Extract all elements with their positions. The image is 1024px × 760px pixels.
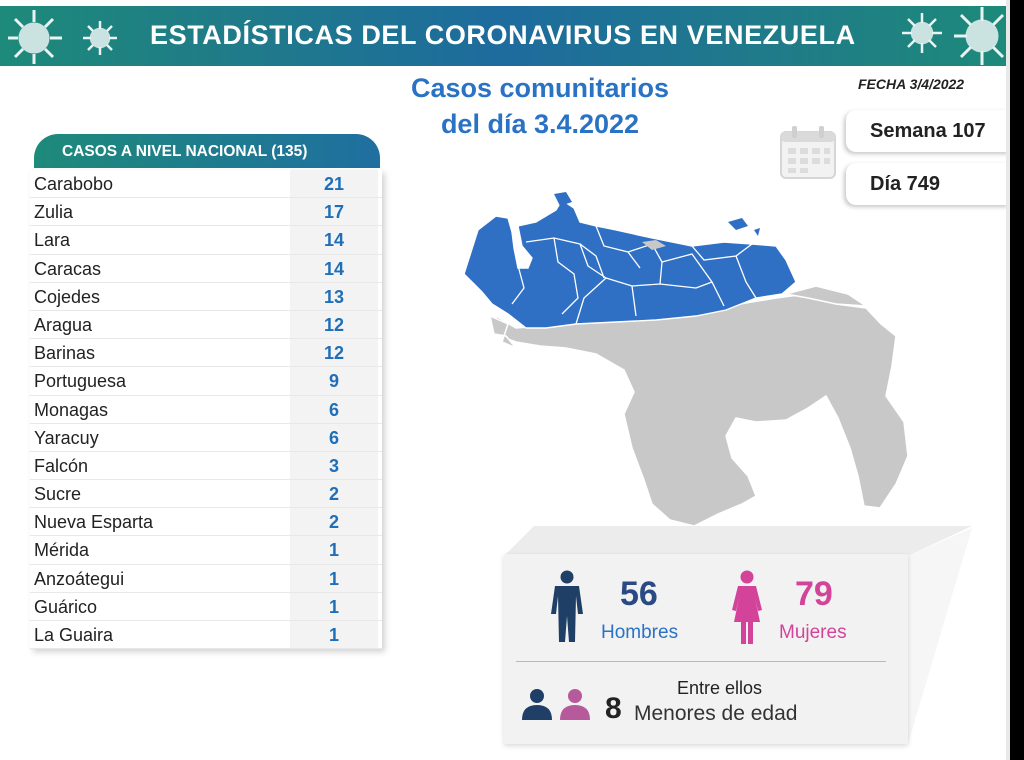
table-row: Aragua 12 xyxy=(30,310,382,340)
minors-label: Menores de edad xyxy=(634,702,798,725)
table-row: Mérida 1 xyxy=(30,536,382,565)
state-name: La Guaira xyxy=(34,625,114,645)
case-count: 1 xyxy=(290,621,378,649)
table-row: Lara 14 xyxy=(30,226,382,255)
panel-top-edge xyxy=(504,526,972,556)
state-name: Caracas xyxy=(34,258,102,279)
virus-icon xyxy=(83,21,117,55)
case-count: 13 xyxy=(290,282,378,310)
state-name: Guárico xyxy=(34,596,98,617)
map-region-northwest-grey xyxy=(488,314,517,349)
table-row: Zulia 17 xyxy=(30,198,382,227)
table-row: Yaracuy 6 xyxy=(30,423,382,452)
table-row: Cojedes 13 xyxy=(30,282,382,311)
case-count: 12 xyxy=(290,310,378,339)
men-label: Hombres xyxy=(601,622,679,643)
state-name: Falcón xyxy=(34,455,89,476)
table-row: Guárico 1 xyxy=(30,592,382,621)
among-label: Entre ellos xyxy=(677,678,763,698)
state-name: Barinas xyxy=(34,343,96,364)
case-count: 12 xyxy=(290,339,378,367)
table-row: Portuguesa 9 xyxy=(30,367,382,396)
table-row: Sucre 2 xyxy=(30,480,382,509)
page-title: ESTADÍSTICAS DEL CORONAVIRUS EN VENEZUEL… xyxy=(150,20,856,50)
case-count: 6 xyxy=(290,395,378,423)
map-island-blue xyxy=(754,228,760,236)
table-row: Carabobo 21 xyxy=(30,170,382,199)
case-count: 14 xyxy=(290,226,378,254)
table-row: Monagas 6 xyxy=(30,395,382,424)
map-island-blue xyxy=(554,192,572,206)
state-name: Zulia xyxy=(34,202,74,223)
state-name: Nueva Esparta xyxy=(34,512,154,533)
map-island-blue xyxy=(728,218,748,230)
case-count: 14 xyxy=(290,254,378,282)
table-row: Anzoátegui 1 xyxy=(30,564,382,593)
case-count: 2 xyxy=(290,508,378,536)
panel-side-edge xyxy=(908,528,972,744)
state-name: Lara xyxy=(34,230,71,251)
virus-icon xyxy=(954,7,1005,65)
map-region-south xyxy=(494,293,909,527)
man-icon xyxy=(551,570,583,642)
state-name: Portuguesa xyxy=(34,371,127,392)
subtitle: Casos comunitarios del día 3.4.2022 xyxy=(390,70,690,142)
men-count: 56 xyxy=(620,575,658,613)
state-name: Anzoátegui xyxy=(34,568,125,589)
case-count: 1 xyxy=(290,564,378,592)
state-name: Carabobo xyxy=(34,174,114,194)
child-icon xyxy=(522,689,552,720)
table-row: La Guaira 1 xyxy=(30,621,382,650)
state-name: Mérida xyxy=(34,540,90,561)
case-count: 1 xyxy=(290,536,378,564)
table-body: Carabobo 21 Zulia 17 Lara 14 Caracas 14 Cojedes 1… xyxy=(30,170,382,650)
calendar-icon xyxy=(780,126,836,179)
state-name: Cojedes xyxy=(34,286,101,307)
cases-table: CASOS A NIVEL NACIONAL (135) Carabobo 21 Z… xyxy=(30,134,388,654)
day-pill: Día 749 xyxy=(846,163,1006,205)
case-count: 2 xyxy=(290,480,378,508)
virus-icon xyxy=(8,10,62,64)
woman-icon xyxy=(732,570,762,644)
state-name: Monagas xyxy=(34,399,109,420)
case-count: 6 xyxy=(290,423,378,451)
case-count: 21 xyxy=(290,170,378,198)
date-label: FECHA 3/4/2022 xyxy=(858,76,965,92)
case-count: 3 xyxy=(290,451,378,480)
child-icon xyxy=(560,689,590,720)
virus-icon xyxy=(902,13,942,53)
state-name: Aragua xyxy=(34,314,93,335)
case-count: 17 xyxy=(290,198,378,226)
table-title: CASOS A NIVEL NACIONAL (135) xyxy=(34,134,380,168)
state-name: Sucre xyxy=(34,484,82,505)
header-banner: ESTADÍSTICAS DEL CORONAVIRUS EN VENEZUEL… xyxy=(0,6,1006,66)
divider xyxy=(516,661,886,662)
subtitle-line2: del día 3.4.2022 xyxy=(440,109,640,139)
table-row: Barinas 12 xyxy=(30,339,382,368)
map-region-east-grey xyxy=(785,285,869,307)
week-pill: Semana 107 xyxy=(846,110,1006,152)
map-grey-patch xyxy=(642,240,666,250)
women-count: 79 xyxy=(795,575,833,613)
table-row: Nueva Esparta 2 xyxy=(30,508,382,537)
women-label: Mujeres xyxy=(779,622,847,643)
minors-count: 8 xyxy=(605,692,622,725)
state-name: Yaracuy xyxy=(34,427,99,448)
venezuela-map xyxy=(463,192,909,527)
case-count: 9 xyxy=(290,367,378,395)
subtitle-line1: Casos comunitarios xyxy=(410,73,670,103)
case-count: 1 xyxy=(290,592,378,620)
table-row: Falcón 3 xyxy=(30,451,382,481)
table-row: Caracas 14 xyxy=(30,254,382,283)
